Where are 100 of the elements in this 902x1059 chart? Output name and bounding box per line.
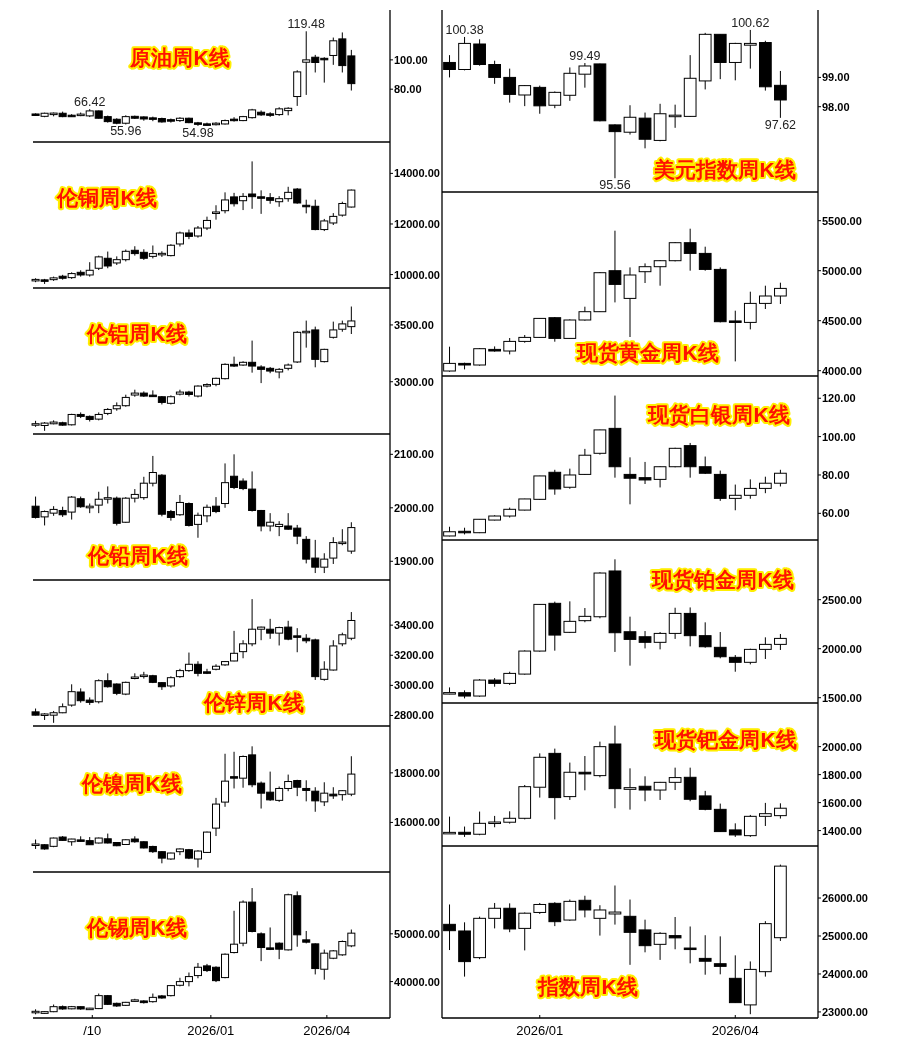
candlestick [488,60,502,85]
candlestick [548,469,562,496]
y-tick-label: 26000.00 [822,892,868,905]
candlestick [623,767,637,811]
candlestick [668,767,682,791]
candlestick [743,814,757,838]
candlestick [608,884,622,926]
candlestick [683,442,697,479]
y-tick-label: 60.00 [822,507,850,520]
candlestick [728,42,742,81]
x-tick-label: 2026/01 [187,1023,235,1038]
annotation: 99.49 [569,49,601,64]
y-tick-label: 99.00 [822,71,850,84]
candlestick [608,123,622,179]
candlestick [728,310,742,362]
annotation: 100.38 [445,22,484,37]
candlestick [638,112,652,149]
y-tick-label: 4000.00 [822,364,862,377]
annotation: 119.48 [287,17,325,32]
candlestick [488,902,502,929]
candlestick [728,484,742,511]
y-tick-label: 2000.00 [822,740,862,753]
candlestick [302,779,311,802]
candlestick [593,429,607,456]
annotation: 100.62 [731,15,770,30]
candlestick [563,600,577,634]
text: 现货钯金周K线 [654,727,797,752]
candlestick [221,753,230,808]
y-tick-label: 3200.00 [394,649,434,662]
candlestick [533,85,547,115]
candlestick [683,228,697,272]
candlestick [638,919,652,953]
candlestick [683,925,697,964]
y-tick-label: 10000.00 [394,268,440,281]
candlestick [683,767,697,802]
y-tick-label: 100.00 [394,53,428,66]
y-tick-label: 3400.00 [394,619,434,632]
y-tick-label: 25000.00 [822,929,868,942]
candlestick [758,285,772,310]
text: 伦锡周K线 [86,915,187,939]
candlestick [683,606,697,647]
candlestick [698,246,712,272]
candlestick [230,910,239,954]
y-tick-label: 3500.00 [394,318,434,331]
candlestick [578,62,592,89]
candlestick [518,84,532,107]
text: 伦铅周K线 [87,543,188,567]
candlestick [758,802,772,827]
candlestick [668,607,682,640]
candlestick [638,461,652,485]
text: 伦铝周K线 [86,321,187,345]
y-tick-label: 18000.00 [394,766,440,779]
y-tick-label: 5500.00 [822,214,862,227]
candlestick [653,465,667,488]
y-tick-label: 1800.00 [822,768,862,781]
y-tick-label: 2100.00 [394,448,434,461]
candlestick [518,649,532,676]
candlestick [623,456,637,505]
candlestick [533,317,547,339]
candlestick [698,934,712,976]
candlestick [503,902,517,933]
y-tick-label: 1600.00 [822,796,862,809]
text: 现货黄金周K线 [576,340,719,365]
y-tick-label: 120.00 [822,392,856,405]
y-tick-label: 4500.00 [822,314,862,327]
candlestick [623,899,637,966]
candlestick [713,935,727,975]
candlestick [593,904,607,937]
y-tick-label: 50000.00 [394,927,440,940]
y-tick-label: 1900.00 [394,555,434,568]
y-tick-label: 80.00 [394,83,422,96]
candlestick [713,631,727,659]
candlestick [743,291,757,330]
candlestick [473,38,486,67]
annotation: 66.42 [74,95,106,110]
text: 现货白银周K线 [647,402,790,427]
y-tick-label: 2800.00 [394,709,434,722]
y-tick-label: 80.00 [822,468,850,481]
candlestick [743,29,757,70]
candlestick [578,607,592,623]
y-tick-label: 98.00 [822,100,850,113]
candlestick [211,204,221,221]
candlestick [623,266,637,338]
text: 现货铂金周K线 [651,567,794,592]
candlestick [548,901,562,927]
y-tick-label: 23000.00 [822,1005,868,1018]
x-tick-label: /10 [83,1023,102,1038]
candlestick [713,803,727,833]
candlestick [653,259,667,287]
candlestick [578,895,592,918]
annotation: 54.98 [182,125,214,140]
candlestick [668,916,682,950]
candlestick [608,230,622,303]
y-tick-label: 14000.00 [394,167,440,180]
text: 指数周K线 [537,974,638,998]
candlestick [503,68,517,104]
candlestick [578,755,592,791]
y-tick-label: 2500.00 [822,593,862,606]
y-tick-label: 5000.00 [822,264,862,277]
candlestick [698,621,712,649]
